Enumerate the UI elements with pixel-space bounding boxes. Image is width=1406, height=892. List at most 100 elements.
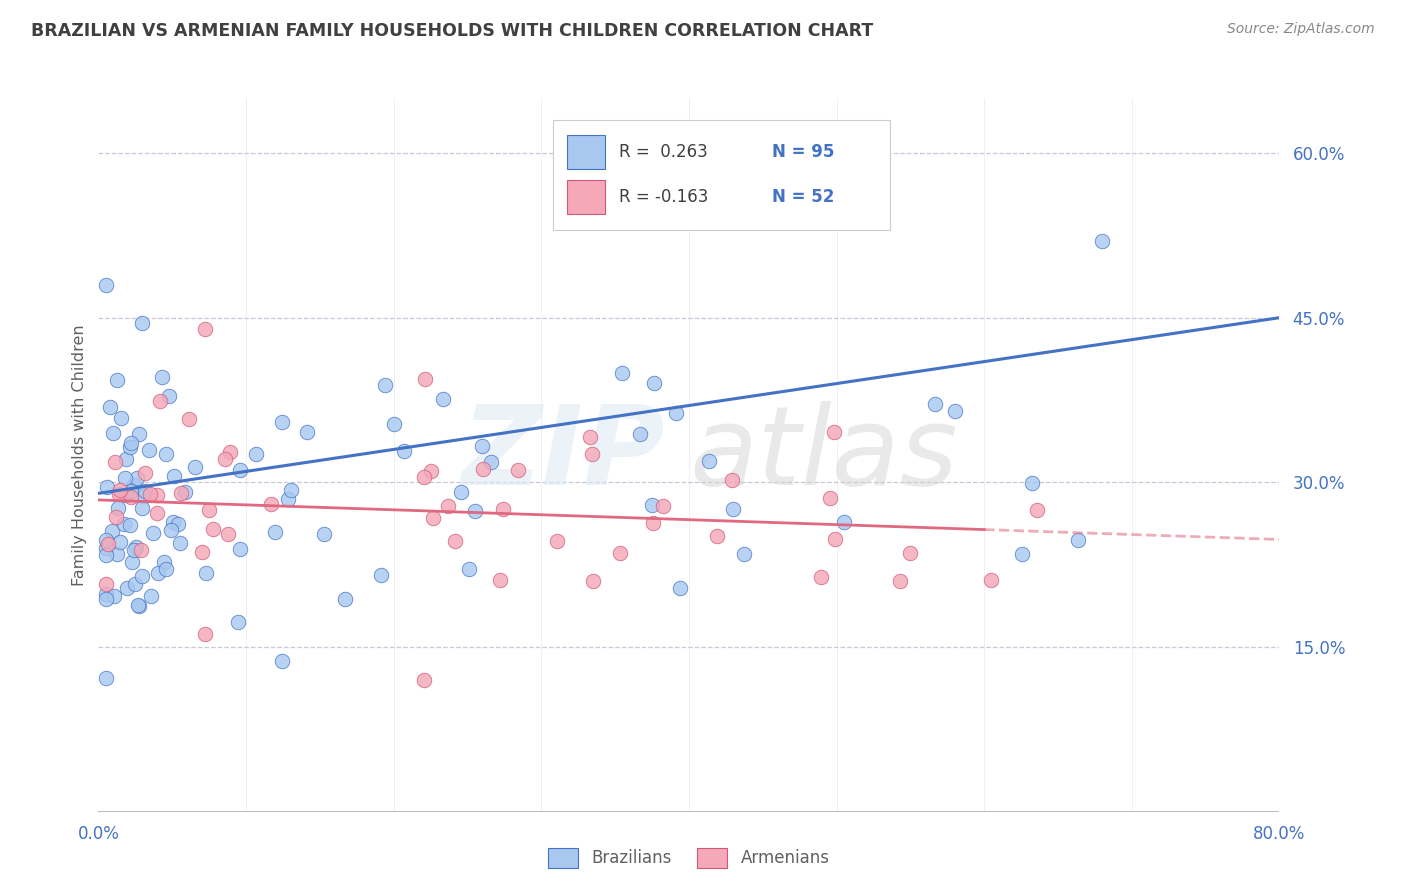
Text: R =  0.263: R = 0.263 (619, 144, 709, 161)
Point (437, 499, 460, 513)
Point (101, 425, 124, 440)
Text: Source: ZipAtlas.com: Source: ZipAtlas.com (1227, 22, 1375, 37)
Point (132, 489, 155, 503)
Point (120, 517, 142, 532)
Point (183, 460, 205, 475)
Point (124, 577, 146, 591)
Point (146, 488, 169, 502)
Point (194, 321, 217, 335)
Point (219, 444, 242, 458)
Text: N = 95: N = 95 (772, 144, 834, 161)
Point (651, 499, 673, 513)
Text: atlas: atlas (689, 401, 957, 508)
Point (194, 566, 217, 580)
Point (179, 411, 201, 425)
Point (167, 516, 190, 531)
Point (1026, 503, 1049, 517)
Point (721, 502, 744, 516)
Point (226, 615, 249, 629)
Point (97, 537, 120, 551)
Point (643, 376, 665, 390)
Point (444, 534, 467, 549)
Point (142, 526, 165, 541)
Point (1011, 547, 1033, 561)
Point (94, 277, 117, 292)
Point (472, 462, 495, 476)
Point (980, 573, 1002, 587)
Point (94, 533, 117, 548)
Point (333, 591, 356, 606)
Point (546, 534, 568, 549)
Point (194, 627, 217, 641)
Point (458, 562, 481, 576)
Point (120, 483, 142, 498)
Point (832, 516, 855, 530)
Point (128, 599, 150, 613)
Point (138, 443, 160, 458)
Point (131, 316, 153, 330)
Point (489, 574, 512, 588)
Point (706, 529, 728, 543)
Point (1091, 234, 1114, 248)
Point (506, 463, 529, 477)
Point (824, 532, 846, 546)
FancyBboxPatch shape (567, 180, 605, 214)
Point (94, 587, 117, 601)
Point (733, 547, 755, 561)
Point (127, 598, 149, 612)
Point (170, 486, 193, 500)
Point (412, 470, 434, 484)
Point (198, 503, 221, 517)
Point (139, 486, 162, 500)
Point (628, 427, 651, 442)
Point (370, 568, 392, 582)
Point (271, 654, 294, 668)
Point (173, 484, 195, 499)
Point (392, 443, 415, 458)
Point (422, 511, 444, 525)
Point (146, 506, 169, 520)
Point (229, 463, 252, 477)
Y-axis label: Family Households with Children: Family Households with Children (72, 324, 87, 586)
Point (943, 403, 966, 417)
Point (110, 535, 132, 549)
Point (697, 453, 720, 467)
Text: ZIP: ZIP (461, 401, 665, 508)
Point (94, 577, 117, 591)
Point (110, 411, 132, 425)
Point (157, 389, 180, 403)
Text: BRAZILIAN VS ARMENIAN FAMILY HOUSEHOLDS WITH CHILDREN CORRELATION CHART: BRAZILIAN VS ARMENIAN FAMILY HOUSEHOLDS … (31, 22, 873, 40)
Point (413, 673, 436, 687)
Point (823, 425, 845, 440)
Point (260, 497, 283, 511)
Point (101, 524, 124, 538)
Point (121, 555, 143, 569)
Point (134, 467, 156, 481)
Point (581, 447, 603, 461)
Point (155, 447, 177, 461)
Point (609, 546, 631, 560)
Point (641, 516, 664, 530)
Point (1021, 476, 1043, 491)
Point (94, 671, 117, 685)
Point (115, 452, 138, 467)
Point (810, 570, 832, 584)
Point (128, 426, 150, 441)
Point (129, 542, 152, 557)
Point (152, 555, 174, 569)
FancyBboxPatch shape (567, 136, 605, 169)
Point (450, 485, 472, 500)
Point (665, 406, 688, 420)
Point (131, 569, 153, 583)
Point (229, 541, 252, 556)
Point (122, 542, 145, 557)
Point (201, 522, 224, 536)
Point (146, 566, 169, 581)
Point (640, 499, 662, 513)
Point (471, 439, 494, 453)
Point (120, 490, 142, 504)
Point (104, 455, 127, 469)
Point (105, 509, 128, 524)
Point (162, 516, 184, 530)
FancyBboxPatch shape (553, 120, 890, 230)
